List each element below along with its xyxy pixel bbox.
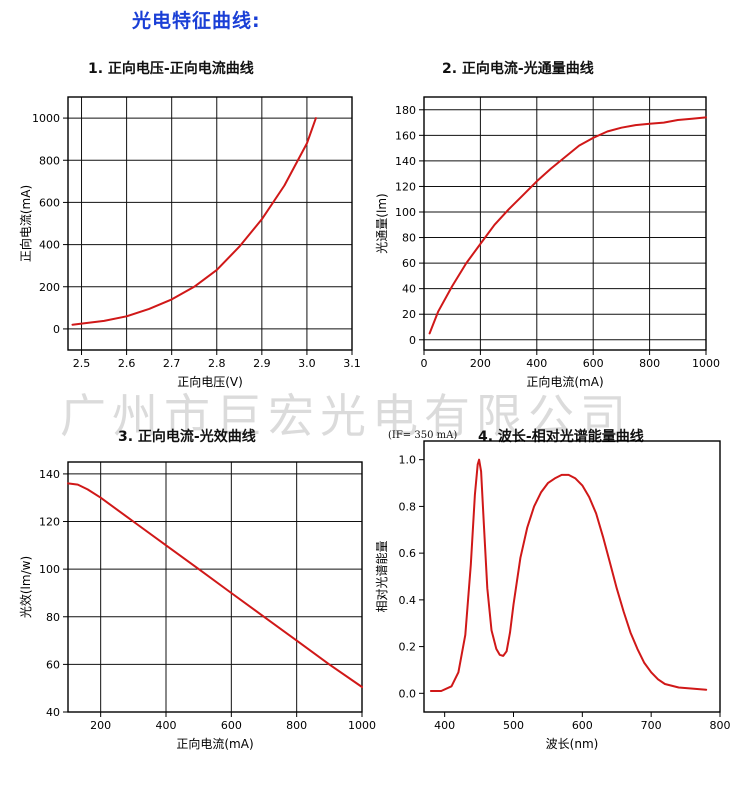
y-tick-label: 180 (395, 104, 416, 117)
x-tick-label: 200 (90, 719, 111, 732)
chart-3-title: 3. 正向电流-光效曲线 (118, 429, 256, 445)
x-tick-label: 3.1 (343, 357, 361, 370)
x-tick-label: 600 (572, 719, 593, 732)
x-tick-label: 800 (710, 719, 731, 732)
y-tick-label: 0.6 (399, 547, 417, 560)
x-axis-label: 正向电流(mA) (176, 736, 253, 751)
y-tick-label: 40 (402, 283, 416, 296)
plot-frame (67, 461, 363, 713)
series-line (67, 482, 363, 688)
plot-frame (67, 96, 353, 351)
y-tick-label: 80 (46, 611, 60, 624)
x-axis-label: 正向电流(mA) (526, 374, 603, 389)
y-tick-label: 0 (409, 334, 416, 347)
y-tick-label: 800 (39, 154, 60, 167)
x-tick-label: 500 (503, 719, 524, 732)
x-tick-label: 2.9 (253, 357, 271, 370)
x-tick-label: 200 (470, 357, 491, 370)
x-tick-label: 400 (434, 719, 455, 732)
y-tick-label: 60 (46, 658, 60, 671)
y-tick-label: 0.0 (399, 687, 417, 700)
x-tick-label: 400 (156, 719, 177, 732)
y-tick-label: 40 (46, 706, 60, 719)
chart-1-title: 1. 正向电压-正向电流曲线 (88, 61, 254, 77)
x-axis-label: 波长(nm) (546, 737, 599, 751)
x-tick-label: 800 (639, 357, 660, 370)
y-tick-label: 200 (39, 281, 60, 294)
y-tick-label: 1000 (32, 112, 60, 125)
plot-frame (423, 440, 721, 713)
x-tick-label: 0 (421, 357, 428, 370)
x-tick-label: 1000 (692, 357, 720, 370)
y-tick-label: 140 (395, 155, 416, 168)
plot-frame (423, 96, 707, 351)
y-tick-label: 160 (395, 129, 416, 142)
series-line (428, 116, 707, 335)
y-tick-label: 140 (39, 468, 60, 481)
series-line (429, 458, 708, 692)
y-axis-label: 正向电流(mA) (18, 185, 33, 262)
y-tick-label: 100 (395, 206, 416, 219)
x-tick-label: 600 (221, 719, 242, 732)
y-tick-label: 120 (39, 516, 60, 529)
y-tick-label: 0.2 (399, 641, 417, 654)
x-axis-label: 正向电压(V) (177, 374, 243, 389)
y-tick-label: 0.8 (399, 500, 417, 513)
x-tick-label: 2.8 (208, 357, 226, 370)
y-tick-label: 60 (402, 257, 416, 270)
y-tick-label: 100 (39, 563, 60, 576)
y-tick-label: 120 (395, 180, 416, 193)
x-tick-label: 400 (526, 357, 547, 370)
x-tick-label: 1000 (348, 719, 376, 732)
y-tick-label: 1.0 (399, 454, 417, 467)
chart-2-title: 2. 正向电流-光通量曲线 (442, 61, 594, 77)
x-tick-label: 700 (641, 719, 662, 732)
y-tick-label: 80 (402, 232, 416, 245)
y-axis-label: 相对光谱能量 (375, 540, 389, 612)
y-tick-label: 0.4 (399, 594, 417, 607)
x-tick-label: 2.5 (73, 357, 91, 370)
x-tick-label: 2.6 (118, 357, 136, 370)
y-tick-label: 400 (39, 239, 60, 252)
y-tick-label: 600 (39, 196, 60, 209)
x-tick-label: 3.0 (298, 357, 316, 370)
series-line (71, 117, 317, 326)
x-tick-label: 2.7 (163, 357, 181, 370)
chart-4-annotation: (IF= 350 mA) (388, 430, 458, 441)
x-tick-label: 600 (583, 357, 604, 370)
x-tick-label: 800 (286, 719, 307, 732)
y-tick-label: 20 (402, 308, 416, 321)
watermark: 广州市巨宏光电有限公司 (60, 389, 632, 443)
page-title: 光电特征曲线: (132, 10, 261, 32)
y-axis-label: 光通量(lm) (375, 193, 389, 253)
y-tick-label: 0 (53, 323, 60, 336)
y-axis-label: 光效(lm/w) (18, 556, 33, 618)
